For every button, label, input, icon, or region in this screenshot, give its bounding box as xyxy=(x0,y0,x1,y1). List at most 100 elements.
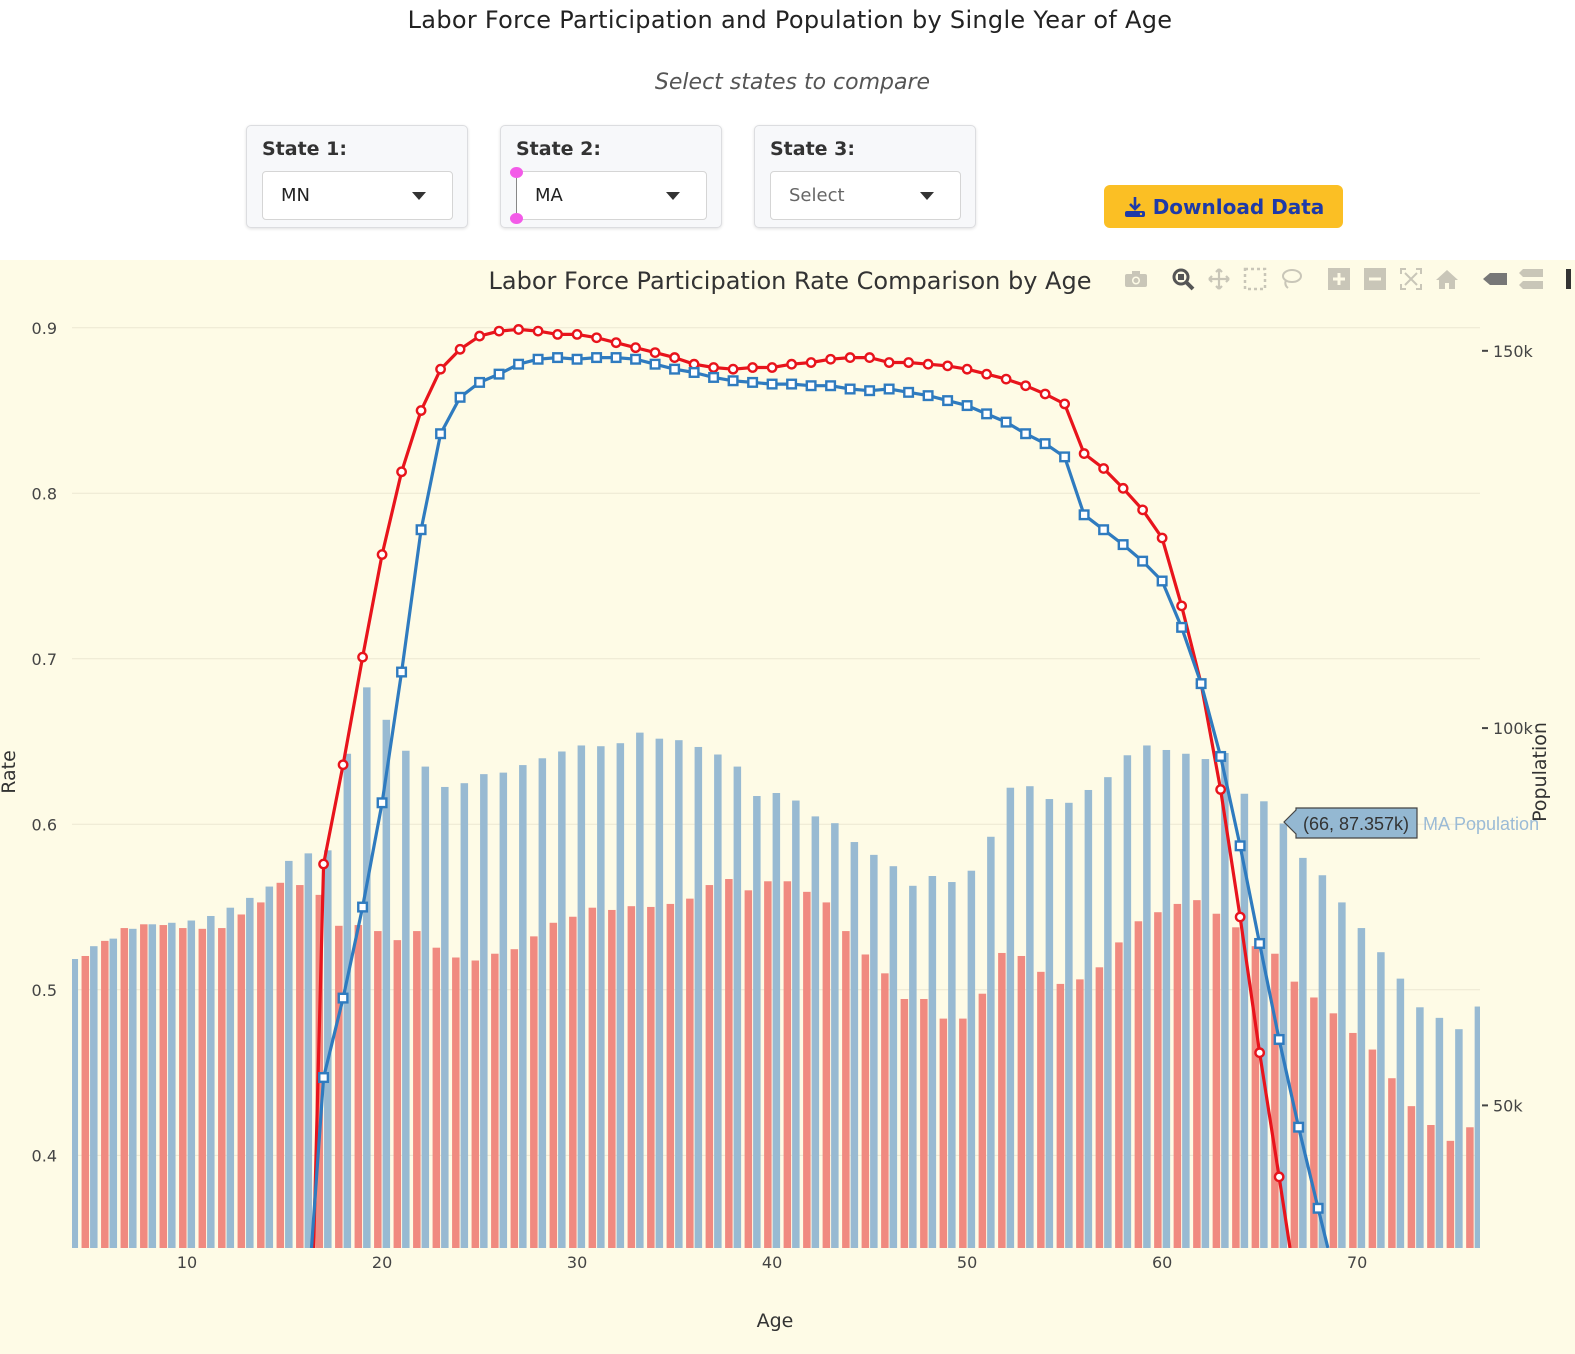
mn-population-bar xyxy=(666,903,675,1248)
ma-population-bar xyxy=(1182,753,1190,1248)
lasso-icon[interactable] xyxy=(1278,266,1304,292)
ma-population-bar xyxy=(168,922,176,1248)
mn-population-bar xyxy=(900,998,909,1248)
chevron-down-icon xyxy=(666,192,680,200)
mn-population-bar xyxy=(393,940,402,1248)
mn-population-bar xyxy=(881,973,889,1248)
ma-population-bar xyxy=(441,786,449,1248)
pan-icon[interactable] xyxy=(1206,266,1232,292)
ma-population-bar xyxy=(187,920,196,1248)
mn-population-bar xyxy=(1427,1125,1435,1248)
mn-population-bar xyxy=(530,936,538,1248)
ma-population-bar xyxy=(714,754,722,1248)
mn-rate-marker xyxy=(376,549,388,560)
chart-title: Labor Force Participation Rate Compariso… xyxy=(489,267,1092,295)
ma-rate-marker xyxy=(805,380,817,392)
hover-closest-icon[interactable] xyxy=(1482,266,1508,292)
ma-population-bar xyxy=(499,772,508,1248)
zoom-out-icon[interactable] xyxy=(1362,266,1388,292)
mn-population-bar xyxy=(1115,942,1123,1248)
hover-compare-icon[interactable] xyxy=(1518,266,1544,292)
state-3-select[interactable]: Select xyxy=(770,171,961,220)
ma-population-bar xyxy=(109,938,118,1248)
mn-population-bar xyxy=(1446,1140,1455,1248)
mn-population-bar xyxy=(1037,971,1045,1248)
mn-population-bar xyxy=(237,914,246,1248)
ma-population-bar xyxy=(636,732,644,1248)
y2-tick-label: 100k xyxy=(1493,719,1534,738)
mn-rate-marker xyxy=(630,342,641,354)
ma-rate-marker xyxy=(708,371,720,383)
mn-population-bar xyxy=(413,931,421,1248)
ma-rate-marker xyxy=(493,368,505,380)
mn-population-bar xyxy=(842,931,850,1248)
mn-population-bar xyxy=(296,885,304,1248)
camera-icon[interactable] xyxy=(1123,266,1149,292)
mn-population-bar xyxy=(1193,900,1201,1248)
ma-rate-marker xyxy=(591,352,603,364)
ma-rate-marker xyxy=(1234,840,1246,852)
ma-rate-marker xyxy=(649,358,661,370)
autoscale-icon[interactable] xyxy=(1398,266,1424,292)
mn-rate-marker xyxy=(513,324,524,335)
page-subtitle: Select states to compare xyxy=(654,70,931,95)
ma-population-bar xyxy=(1396,978,1405,1248)
mn-population-bar xyxy=(705,885,714,1248)
ma-population-bar xyxy=(753,796,761,1248)
mn-population-bar xyxy=(647,906,655,1248)
mn-rate-marker xyxy=(1273,1171,1285,1183)
ma-population-bar xyxy=(811,816,820,1248)
ma-population-bar xyxy=(1201,759,1210,1248)
ma-rate-marker xyxy=(552,352,564,364)
ma-population-bar xyxy=(1104,777,1112,1248)
mn-rate-marker xyxy=(454,343,466,355)
x-tick-label: 70 xyxy=(1347,1253,1367,1272)
y2-tick-label: 150k xyxy=(1493,342,1534,361)
zoom-in-icon[interactable] xyxy=(1326,266,1352,292)
ma-population-bar xyxy=(1045,799,1054,1248)
plotly-logo-icon[interactable] xyxy=(1558,266,1575,292)
mn-population-bar xyxy=(569,916,577,1248)
mn-rate-marker xyxy=(1059,398,1071,410)
state-2-label: State 2: xyxy=(516,138,601,160)
y-tick-label: 0.5 xyxy=(32,981,57,1000)
state-1-label: State 1: xyxy=(262,138,347,160)
ma-rate-marker xyxy=(1254,937,1266,949)
download-data-button[interactable]: Download Data xyxy=(1104,185,1343,228)
y-axis-title: Rate xyxy=(0,750,20,794)
mn-rate-marker xyxy=(942,360,954,372)
mn-population-bar xyxy=(1368,1049,1377,1248)
ma-rate-marker xyxy=(961,400,973,412)
state-2-select[interactable]: MA xyxy=(516,171,707,220)
zoom-icon[interactable] xyxy=(1170,266,1196,292)
state-1-select[interactable]: MN xyxy=(262,171,453,220)
ma-population-bar xyxy=(1299,857,1307,1248)
mn-rate-marker xyxy=(591,332,602,344)
ma-rate-marker xyxy=(669,363,681,375)
mn-population-bar xyxy=(1271,953,1279,1248)
ma-rate-marker xyxy=(825,380,837,392)
selection-handle-top[interactable] xyxy=(510,167,523,178)
mn-population-bar xyxy=(510,949,519,1248)
ma-population-bar xyxy=(1338,902,1346,1248)
box-select-icon[interactable] xyxy=(1242,266,1268,292)
mn-rate-marker xyxy=(825,353,837,365)
ma-population-bar xyxy=(675,740,683,1248)
ma-population-bar xyxy=(207,915,215,1248)
ma-population-bar xyxy=(1474,1006,1480,1248)
reset-axes-icon[interactable] xyxy=(1434,266,1460,292)
mn-population-bar xyxy=(744,890,753,1248)
ma-population-bar xyxy=(1240,793,1249,1248)
ma-population-bar xyxy=(246,897,254,1248)
mn-population-bar xyxy=(1232,927,1240,1248)
mn-population-bar xyxy=(198,928,207,1248)
mn-population-bar xyxy=(101,940,109,1248)
mn-rate-marker xyxy=(474,330,485,342)
ma-population-bar xyxy=(694,746,703,1248)
selection-handle-bottom[interactable] xyxy=(510,213,523,224)
mn-population-bar xyxy=(959,1018,967,1248)
mn-population-bar xyxy=(998,952,1006,1248)
ma-population-bar xyxy=(733,766,742,1248)
mn-rate-marker xyxy=(883,357,895,368)
